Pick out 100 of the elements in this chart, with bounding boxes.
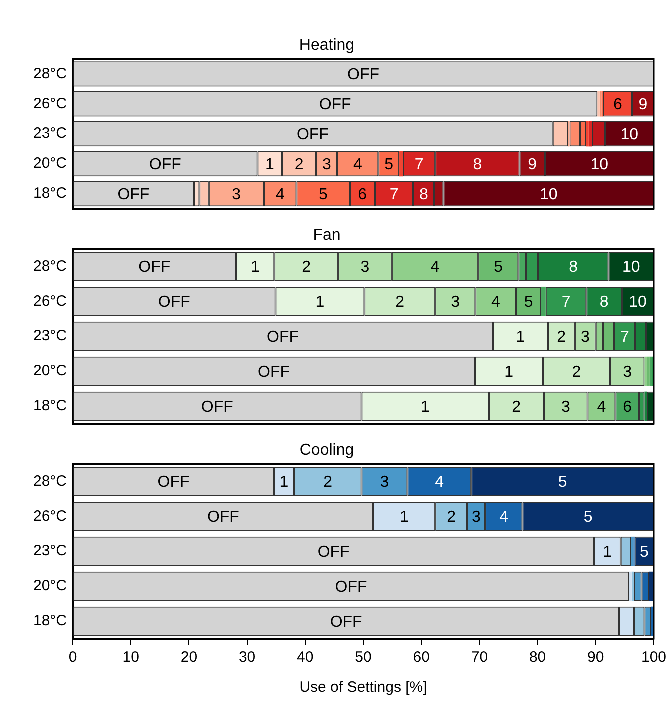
x-tick-label: 20 [180,649,198,666]
text: 1 [250,259,260,276]
text: 2 [447,509,456,526]
x-tick-label: 100 [641,649,667,666]
text: 4 [500,509,509,526]
text: 4 [430,259,440,276]
text: 10 [622,259,640,276]
series-label: 8 [419,186,428,204]
chart-title: Cooling [300,442,354,460]
y-tick-label: 20°C [33,155,68,172]
series-label: 4 [435,474,444,492]
text: 9 [528,156,538,174]
x-tick-label: 40 [297,649,314,666]
y-tick-label: 23°C [33,328,68,345]
series-label: 5 [318,186,328,204]
text: OFF [149,156,182,174]
text: 5 [384,156,394,174]
text: OFF [335,578,368,596]
text: 3 [322,156,332,174]
text: OFF [267,329,300,346]
series-label: 1 [603,544,612,562]
text: OFF [201,398,234,416]
series-label: 5 [524,294,534,312]
y-tick-label: 23°C [33,542,68,560]
text: 4 [597,398,606,416]
y-tick-label: 18°C [33,612,68,630]
series-label: 4 [276,186,285,204]
text: 1 [504,364,514,381]
series-label: 9 [638,96,648,114]
y-tick-label: 28°C [33,65,68,82]
text: OFF [296,126,329,144]
y-tick-label: 18°C [33,185,68,202]
series-label: 4 [492,294,501,312]
series-label: 2 [294,156,304,174]
chart-title: Heating [299,37,355,54]
series-label: 6 [623,398,632,416]
text: 6 [614,96,622,114]
y-tick-label: 20°C [33,578,68,595]
series-label: 3 [451,294,460,312]
text: 3 [580,329,590,346]
series-label: 7 [390,186,399,204]
text: OFF [348,66,380,84]
series-label: 1 [316,294,325,312]
text: 5 [494,259,504,276]
x-tick-label: 50 [355,649,372,666]
text: 3 [380,474,390,492]
text: OFF [330,614,362,631]
x-tick-label: 0 [68,649,78,666]
text: OFF [207,509,240,526]
series-label: 7 [562,294,571,312]
text: 1 [516,329,526,346]
y-tick-label: 18°C [33,398,68,415]
x-axis-title: Use of Settings [%] [300,679,428,696]
text: 2 [572,364,582,381]
series-label: 3 [232,186,242,204]
series-label: 10 [540,186,558,204]
series-label: 3 [472,509,482,526]
text: 8 [569,259,578,276]
text: 3 [623,364,632,381]
x-tick-label: 90 [588,649,604,666]
text: OFF [258,364,290,381]
x-tick-label: 60 [413,649,430,666]
text: 2 [302,259,312,276]
y-tick-label: 23°C [33,125,68,142]
text: 7 [620,329,630,346]
text: 4 [354,156,362,174]
y-tick-label: 26°C [33,508,68,525]
text: 10 [590,156,609,174]
text: 1 [420,398,430,416]
y-tick-label: 26°C [33,95,68,112]
text: OFF [158,474,190,492]
x-tick-label: 80 [529,649,546,666]
y-tick-label: 26°C [33,292,68,310]
x-tick-label: 30 [238,649,256,666]
text: 7 [414,156,424,174]
series-label: 5 [640,544,649,562]
text: 2 [557,329,566,346]
series-label: 6 [358,186,368,204]
text: 5 [558,474,568,492]
y-tick-label: 20°C [33,362,68,380]
x-tick-label: 10 [122,649,140,666]
text: 1 [280,474,289,492]
text: OFF [138,259,171,276]
series-label: OFF [318,544,350,562]
text: 2 [512,398,522,416]
text: 3 [360,259,370,276]
x-tick-label: 70 [471,649,488,666]
series-label: 10 [629,294,648,312]
y-tick-label: 28°C [33,258,68,275]
series-label: 1 [266,156,275,174]
series-label: 2 [324,474,333,492]
text: 5 [584,509,593,526]
chart-title: Fan [313,227,341,244]
text: 1 [400,509,409,526]
series-label: OFF [158,294,191,312]
text: OFF [319,96,352,114]
text: 8 [473,156,482,174]
y-tick-label: 28°C [33,472,68,490]
series-label: 2 [396,294,405,312]
series-label: 8 [600,294,609,312]
